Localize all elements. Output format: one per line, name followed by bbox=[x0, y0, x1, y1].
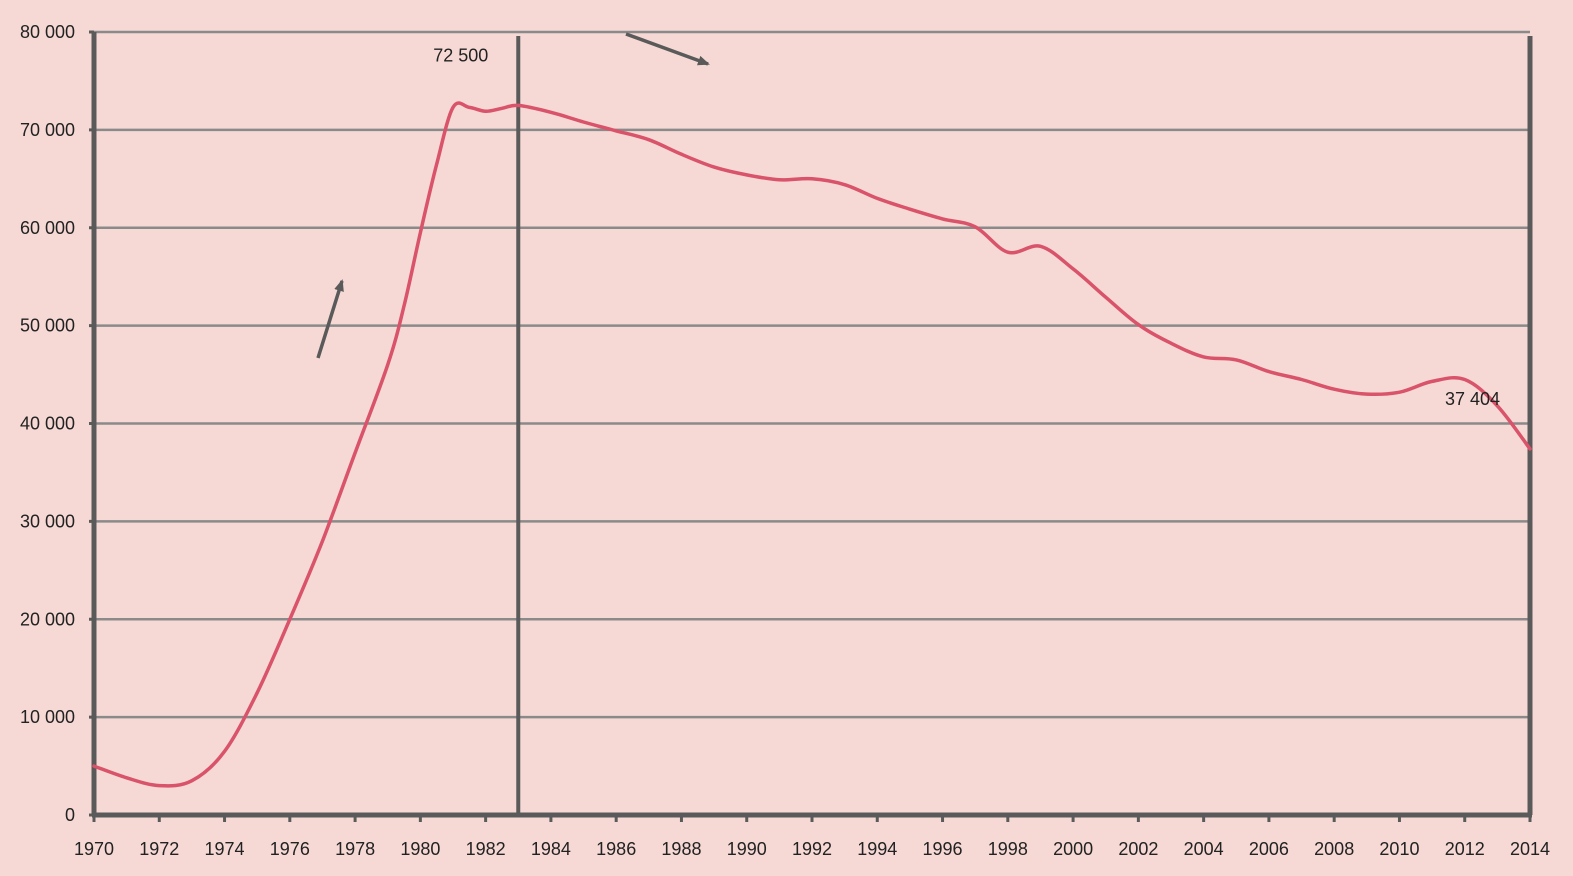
x-tick-label: 2008 bbox=[1314, 839, 1354, 859]
y-tick-label: 50 000 bbox=[20, 316, 75, 336]
y-tick-label: 0 bbox=[65, 805, 75, 825]
value-annotation: 72 500 bbox=[433, 45, 488, 65]
x-tick-label: 2006 bbox=[1249, 839, 1289, 859]
y-tick-label: 40 000 bbox=[20, 414, 75, 434]
x-tick-label: 1994 bbox=[857, 839, 897, 859]
value-annotation: 37 404 bbox=[1445, 389, 1500, 409]
y-tick-label: 60 000 bbox=[20, 218, 75, 238]
x-axis-tick-labels: 1970 1972 1974 1976 1978 1980 1982 1984 1986 1988… bbox=[74, 839, 1550, 859]
x-tick-label: 1982 bbox=[466, 839, 506, 859]
x-tick-label: 2000 bbox=[1053, 839, 1093, 859]
upward-trend-arrow bbox=[316, 279, 344, 359]
y-tick-label: 80 000 bbox=[20, 22, 75, 42]
x-tick-label: 1986 bbox=[596, 839, 636, 859]
x-tick-label: 1978 bbox=[335, 839, 375, 859]
x-tick-label: 1976 bbox=[270, 839, 310, 859]
annotations: 72 500 37 404 bbox=[433, 45, 1500, 409]
x-tick-label: 1972 bbox=[139, 839, 179, 859]
y-tick-label: 10 000 bbox=[20, 707, 75, 727]
y-tick-label: 70 000 bbox=[20, 120, 75, 140]
x-tick-label: 1974 bbox=[205, 839, 245, 859]
x-tick-label: 2010 bbox=[1379, 839, 1419, 859]
downward-trend-arrow bbox=[625, 32, 710, 66]
y-tick-label: 20 000 bbox=[20, 609, 75, 629]
x-tick-label: 2014 bbox=[1510, 839, 1550, 859]
x-tick-label: 2012 bbox=[1445, 839, 1485, 859]
series bbox=[92, 101, 1532, 788]
x-tick-label: 1998 bbox=[988, 839, 1028, 859]
x-tick-label: 1980 bbox=[400, 839, 440, 859]
y-tick-label: 30 000 bbox=[20, 511, 75, 531]
y-axis-tick-labels: 0 10 000 20 000 30 000 40 000 50 000 60 000 70 … bbox=[20, 22, 75, 825]
x-tick-label: 1984 bbox=[531, 839, 571, 859]
x-tick-label: 1970 bbox=[74, 839, 114, 859]
x-tick-label: 1990 bbox=[727, 839, 767, 859]
x-tick-label: 1988 bbox=[661, 839, 701, 859]
x-tick-label: 1996 bbox=[923, 839, 963, 859]
axes bbox=[89, 30, 1533, 822]
series-line bbox=[92, 101, 1532, 788]
trend-arrows bbox=[316, 32, 710, 359]
x-tick-label: 2004 bbox=[1184, 839, 1224, 859]
x-tick-label: 1992 bbox=[792, 839, 832, 859]
grid-lines bbox=[94, 30, 1530, 719]
x-tick-label: 2002 bbox=[1118, 839, 1158, 859]
